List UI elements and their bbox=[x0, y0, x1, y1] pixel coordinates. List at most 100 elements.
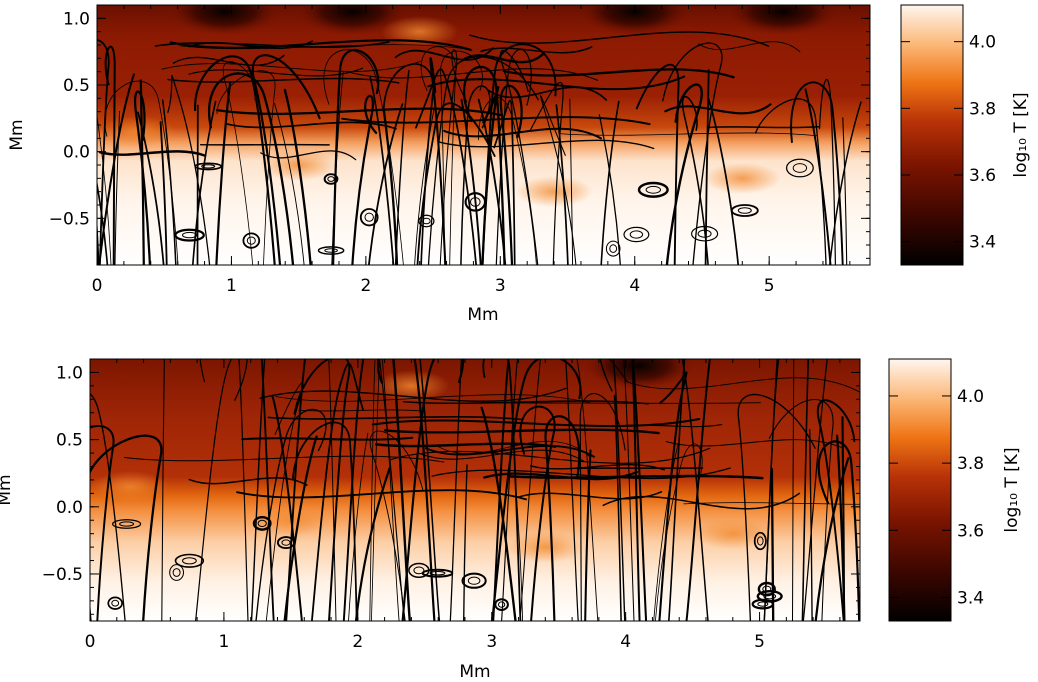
bottom-field-line bbox=[354, 467, 391, 621]
bottom-field-line bbox=[685, 359, 711, 621]
top-field-line bbox=[172, 54, 285, 66]
top-field-line bbox=[635, 63, 680, 265]
bottom-field-line bbox=[599, 359, 626, 621]
bottom-field-line bbox=[389, 447, 711, 464]
top-field-line bbox=[346, 68, 599, 81]
bottom-colorbar-frame bbox=[888, 358, 952, 622]
bottom-xtick-label: 2 bbox=[352, 632, 363, 652]
top-ytick-label: −0.5 bbox=[49, 209, 90, 229]
bottom-field-line bbox=[668, 359, 686, 621]
top-field-line bbox=[216, 70, 276, 265]
bottom-field-line bbox=[516, 491, 663, 500]
top-field-line bbox=[161, 99, 177, 265]
top-field-line bbox=[600, 100, 620, 265]
top-field-line bbox=[341, 116, 651, 126]
bottom-warm-blob bbox=[91, 470, 169, 503]
top-field-line bbox=[159, 121, 168, 265]
bottom-colorbar-tick-label: 3.4 bbox=[957, 588, 984, 608]
bottom-xtick-label: 5 bbox=[754, 632, 765, 652]
bottom-field-line bbox=[383, 428, 660, 435]
bottom-field-line bbox=[463, 464, 468, 621]
top-field-line bbox=[188, 67, 364, 77]
top-field-line bbox=[368, 103, 404, 265]
top-field-line bbox=[98, 150, 207, 157]
top-vortex-inner bbox=[327, 176, 335, 182]
top-field-line bbox=[225, 121, 397, 130]
bottom-vortex-inner bbox=[182, 557, 197, 565]
bottom-vortex-inner bbox=[119, 521, 135, 527]
bottom-field-line bbox=[653, 443, 679, 621]
top-field-line bbox=[104, 45, 116, 265]
top-colorbar-label: log₁₀ T [K] bbox=[1011, 92, 1031, 177]
bottom-vortex-inner bbox=[429, 571, 446, 576]
top-temperature-map bbox=[97, 5, 870, 265]
bottom-field-line bbox=[419, 359, 441, 621]
top-field-line bbox=[169, 39, 472, 51]
top-vortex bbox=[605, 240, 621, 257]
top-field-line bbox=[469, 31, 770, 47]
bottom-field-line bbox=[665, 439, 843, 449]
bottom-vortex-inner bbox=[757, 601, 769, 607]
bottom-field-line bbox=[293, 359, 351, 621]
bottom-field-line bbox=[631, 359, 641, 621]
bottom-vortex bbox=[111, 519, 142, 529]
top-field-line bbox=[558, 132, 818, 137]
bottom-field-line bbox=[260, 359, 275, 621]
bottom-vortex bbox=[169, 564, 185, 581]
bottom-warm-blob bbox=[372, 370, 450, 402]
top-field-line bbox=[161, 60, 421, 72]
bottom-vortex-inner bbox=[763, 593, 777, 600]
top-xtick-label: 3 bbox=[495, 276, 506, 296]
bottom-ylabel: Mm bbox=[0, 474, 15, 505]
bottom-field-line bbox=[501, 359, 518, 621]
bottom-field-line bbox=[482, 359, 522, 621]
bottom-temperature-map bbox=[90, 359, 860, 621]
top-field-line bbox=[697, 41, 801, 53]
bottom-field-line bbox=[835, 434, 846, 621]
top-field-line bbox=[97, 39, 110, 265]
bottom-xtick-label: 0 bbox=[85, 632, 96, 652]
bottom-vortex bbox=[174, 553, 205, 568]
top-colorbar bbox=[901, 5, 963, 265]
bottom-field-line bbox=[802, 359, 828, 621]
top-field-line bbox=[167, 77, 400, 84]
bottom-field-line bbox=[255, 408, 327, 621]
bottom-field-line bbox=[376, 359, 436, 621]
bottom-vortex bbox=[252, 515, 272, 531]
top-field-line bbox=[461, 52, 545, 64]
bottom-field-line bbox=[298, 409, 426, 412]
top-field-line bbox=[331, 71, 344, 265]
top-field-line bbox=[664, 103, 772, 115]
bottom-field-line bbox=[491, 359, 582, 621]
bottom-field-line bbox=[369, 359, 376, 621]
bottom-vortex bbox=[753, 531, 767, 551]
top-vortex bbox=[623, 226, 650, 243]
bottom-field-line bbox=[371, 417, 701, 428]
top-field-line bbox=[134, 90, 152, 265]
top-field-line bbox=[208, 72, 295, 265]
top-field-line bbox=[440, 50, 483, 265]
bottom-field-line bbox=[378, 359, 406, 621]
bottom-vortex bbox=[757, 581, 776, 597]
top-field-line bbox=[139, 79, 145, 265]
top-field-line bbox=[191, 100, 217, 265]
top-xlabel: Mm bbox=[467, 305, 498, 325]
top-panel: 0 1 2 3 4 5 −0.5 0.0 0.5 1.0 Mm Mm 3.4 3.6 3.8 4.0 l… bbox=[7, 4, 1031, 325]
top-field-line bbox=[283, 88, 312, 265]
top-field-line bbox=[215, 81, 232, 265]
bottom-field-line bbox=[370, 359, 380, 621]
bottom-field-line bbox=[374, 442, 557, 448]
top-vortex-inner bbox=[470, 197, 481, 207]
bottom-field-line bbox=[188, 477, 308, 486]
bottom-vortex-inner bbox=[257, 519, 267, 528]
top-cool-pocket bbox=[170, 5, 279, 36]
bottom-field-line bbox=[236, 489, 528, 501]
top-field-line bbox=[323, 49, 404, 265]
bottom-vortex bbox=[421, 568, 454, 578]
bottom-vortex-inner bbox=[757, 536, 764, 546]
bottom-field-line bbox=[683, 502, 860, 505]
top-vortex bbox=[359, 208, 379, 227]
top-field-line bbox=[502, 68, 735, 79]
top-field-line bbox=[500, 49, 539, 265]
bottom-field-line bbox=[241, 436, 414, 441]
